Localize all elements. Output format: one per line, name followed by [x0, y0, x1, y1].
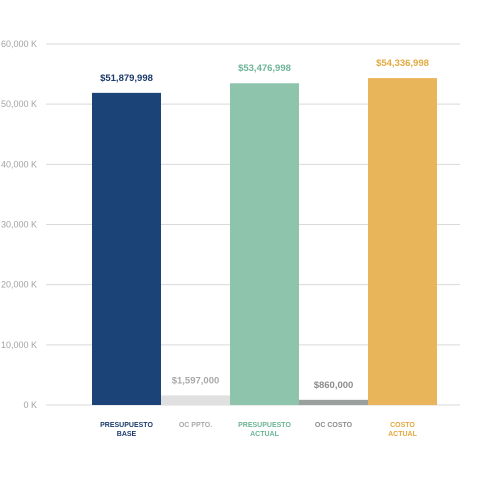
y-tick-label: 40,000 K	[1, 159, 37, 169]
category-label: PRESUPUESTO ACTUAL	[238, 422, 291, 438]
category-label-line: BASE	[117, 431, 137, 438]
data-labels: $51,879,998 $1,597,000 $53,476,998 $860,000…	[100, 58, 429, 391]
bar	[92, 92, 161, 405]
category-label-line: ACTUAL	[388, 431, 417, 438]
bar-value-label: $1,597,000	[172, 375, 220, 386]
category-label-line: OC PPTO.	[179, 422, 212, 429]
bar	[230, 83, 299, 405]
y-tick-label: 50,000 K	[1, 99, 37, 109]
y-tick-label: 10,000 K	[1, 340, 37, 350]
category-label: PRESUPUESTO BASE	[100, 422, 153, 438]
y-tick-label: 30,000 K	[1, 220, 37, 230]
y-tick-label: 0 K	[23, 400, 37, 410]
bar-value-label: $53,476,998	[238, 63, 291, 74]
bar	[299, 399, 368, 405]
bar	[161, 395, 230, 405]
category-label-line: COSTO	[390, 422, 415, 429]
category-label-line: PRESUPUESTO	[100, 422, 153, 429]
category-label: OC PPTO.	[179, 422, 212, 429]
category-label-line: PRESUPUESTO	[238, 422, 291, 429]
y-tick-label: 20,000 K	[1, 280, 37, 290]
y-axis: 0 K 10,000 K 20,000 K 30,000 K 40,000 K 50,00…	[1, 39, 37, 410]
category-label: COSTO ACTUAL	[388, 422, 417, 438]
bar-value-label: $51,879,998	[100, 73, 153, 84]
category-label-line: ACTUAL	[250, 431, 279, 438]
bar-value-label: $860,000	[314, 380, 354, 391]
category-label: OC COSTO	[315, 422, 353, 429]
category-label-line: OC COSTO	[315, 422, 353, 429]
x-axis-categories: PRESUPUESTO BASE OC PPTO. PRESUPUESTO ACTUAL…	[100, 422, 417, 438]
bar-value-label: $54,336,998	[376, 58, 429, 69]
y-tick-label: 60,000 K	[1, 39, 37, 49]
bar	[368, 78, 437, 406]
bars	[92, 78, 437, 406]
